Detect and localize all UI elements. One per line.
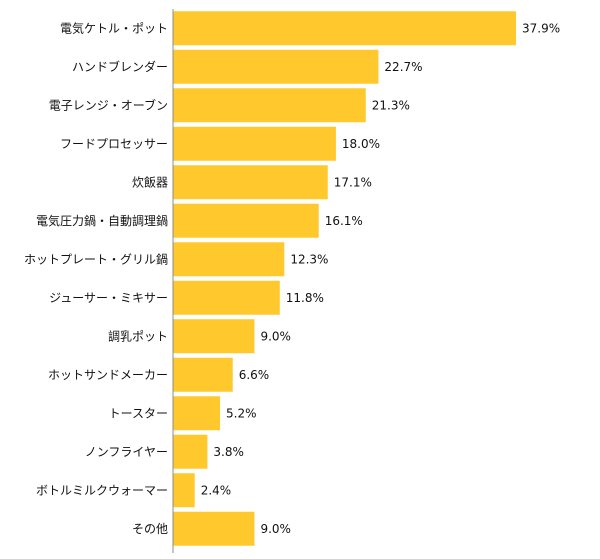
value-label-6: 16.1%: [325, 214, 363, 228]
bar-14: [173, 511, 255, 546]
value-label-8: 11.8%: [286, 291, 324, 305]
category-label-8: ジューサー・ミキサー: [49, 291, 168, 305]
category-label-5: 炊飯器: [132, 174, 168, 189]
category-label-3: 電子レンジ・オーブン: [49, 97, 168, 112]
category-label-4: フードプロセッサー: [60, 137, 168, 151]
bar-1: [173, 11, 516, 46]
category-label-13: ボトルミルクウォーマー: [36, 483, 168, 497]
bar-5: [173, 165, 328, 200]
category-labels-group: 電気ケトル・ポットハンドブレンダー電子レンジ・オーブンフードプロセッサー炊飯器電…: [24, 20, 168, 536]
category-label-9: 調乳ポット: [108, 329, 168, 343]
value-label-2: 22.7%: [384, 60, 422, 74]
bar-11: [173, 396, 221, 431]
category-label-2: ハンドブレンダー: [72, 59, 168, 74]
bar-8: [173, 280, 280, 315]
category-label-7: ホットプレート・グリル鍋: [24, 251, 168, 266]
bar-10: [173, 357, 233, 392]
category-label-6: 電気圧力鍋・自動調理鍋: [36, 213, 168, 228]
value-label-9: 9.0%: [260, 329, 291, 343]
value-label-1: 37.9%: [522, 21, 560, 35]
bar-2: [173, 49, 379, 84]
category-label-10: ホットサンドメーカー: [48, 368, 168, 382]
bar-9: [173, 319, 255, 354]
bar-13: [173, 473, 195, 508]
category-label-12: ノンフライヤー: [85, 445, 168, 459]
bar-4: [173, 126, 336, 161]
value-label-7: 12.3%: [290, 252, 328, 266]
value-label-4: 18.0%: [342, 137, 380, 151]
value-labels-group: 37.9% 22.7% 21.3% 18.0% 17.1% 16.1% 12.3% 11.8%…: [201, 21, 560, 536]
category-label-14: その他: [132, 522, 168, 536]
value-label-13: 2.4%: [201, 483, 232, 497]
value-label-14: 9.0%: [260, 522, 291, 536]
bar-12: [173, 434, 208, 469]
bar-7: [173, 242, 285, 277]
bar-3: [173, 88, 366, 123]
category-label-11: トースター: [109, 406, 168, 420]
value-label-11: 5.2%: [226, 406, 257, 420]
value-label-3: 21.3%: [372, 98, 410, 112]
bar-6: [173, 203, 319, 238]
value-label-5: 17.1%: [334, 175, 372, 189]
category-label-1: 電気ケトル・ポット: [60, 20, 168, 35]
bars-group: [173, 11, 516, 546]
value-label-10: 6.6%: [239, 368, 269, 382]
value-label-12: 3.8%: [213, 445, 244, 459]
